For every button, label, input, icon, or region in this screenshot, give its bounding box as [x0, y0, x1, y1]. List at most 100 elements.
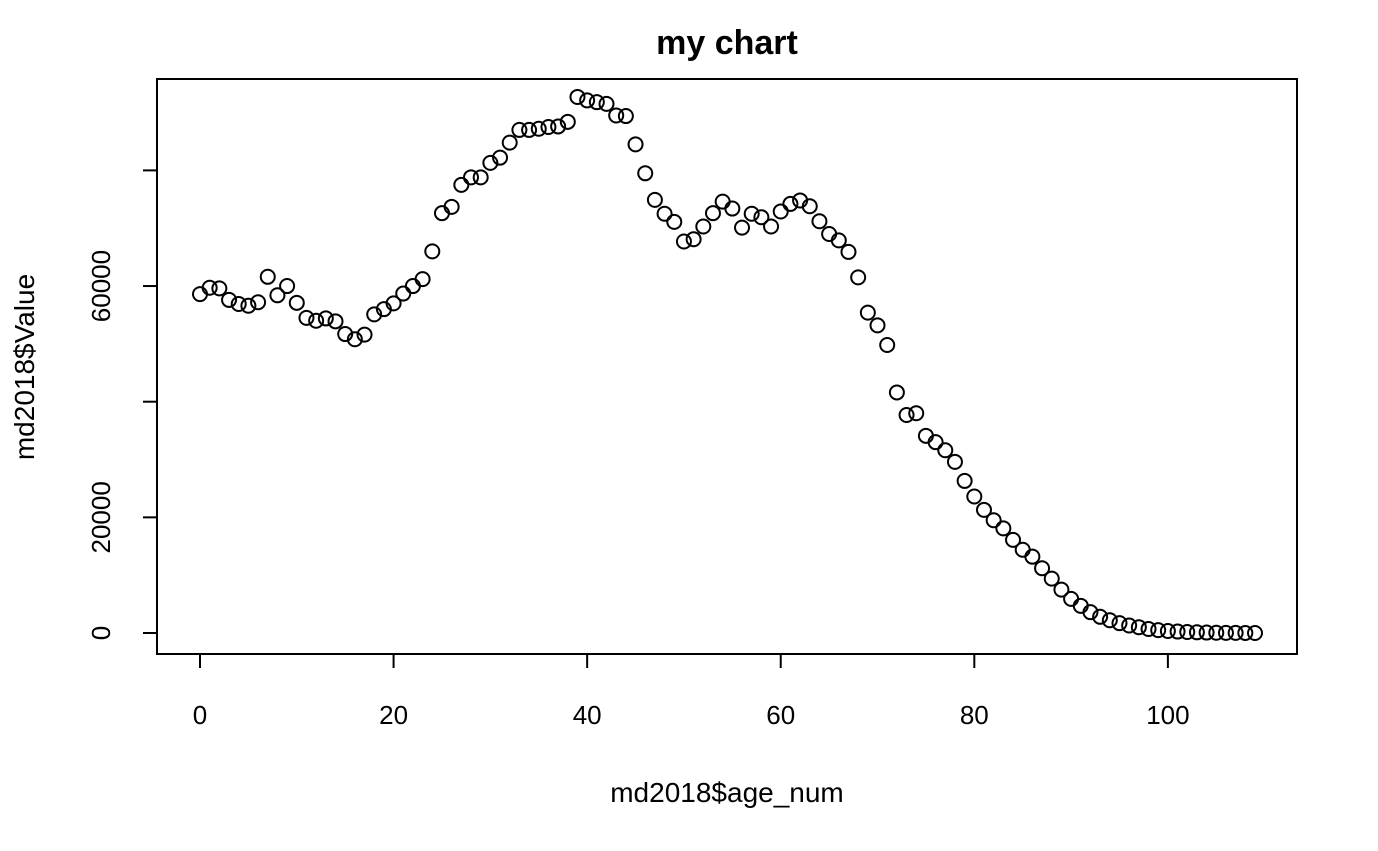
y-axis-label: md2018$Value — [9, 274, 40, 460]
data-point — [1034, 560, 1051, 577]
data-point — [695, 218, 712, 235]
data-point — [240, 297, 257, 314]
data-point — [221, 291, 238, 308]
data-point — [569, 88, 586, 105]
data-point — [888, 384, 905, 401]
data-point — [424, 243, 441, 260]
data-point — [772, 203, 789, 220]
x-tick-label: 0 — [193, 700, 207, 730]
data-point — [763, 218, 780, 235]
data-point — [530, 120, 547, 137]
data-point — [869, 317, 886, 334]
data-point — [327, 313, 344, 330]
data-point — [230, 295, 247, 312]
data-point — [666, 213, 683, 230]
data-point — [830, 232, 847, 249]
x-tick-label: 100 — [1146, 700, 1189, 730]
data-point — [346, 331, 363, 348]
data-point — [840, 243, 857, 260]
data-point — [1140, 620, 1157, 637]
data-point — [927, 434, 944, 451]
x-tick-label: 20 — [379, 700, 408, 730]
data-point — [1053, 581, 1070, 598]
data-point — [704, 205, 721, 222]
data-point — [743, 205, 760, 222]
data-point — [1208, 624, 1225, 641]
data-point — [201, 279, 218, 296]
data-point — [1198, 624, 1215, 641]
data-point — [975, 501, 992, 518]
data-point — [1101, 612, 1118, 629]
data-point — [211, 280, 228, 297]
data-point — [734, 219, 751, 236]
data-point — [404, 278, 421, 295]
data-point — [937, 442, 954, 459]
data-point — [288, 294, 305, 311]
data-point — [1227, 624, 1244, 641]
data-point — [463, 169, 480, 186]
data-point — [627, 136, 644, 153]
data-point — [308, 312, 325, 329]
data-point — [385, 295, 402, 312]
data-point — [443, 198, 460, 215]
data-point — [646, 191, 663, 208]
data-point — [1159, 622, 1176, 639]
x-axis-label: md2018$age_num — [610, 777, 844, 808]
data-point — [550, 118, 567, 135]
data-point — [753, 209, 770, 226]
data-point — [269, 287, 286, 304]
y-axis: 0 20000 60000 — [86, 169, 158, 640]
chart-title: my chart — [656, 24, 798, 62]
data-point — [588, 94, 605, 111]
data-point — [1150, 622, 1167, 639]
data-point — [995, 520, 1012, 537]
data-point — [879, 337, 896, 354]
x-tick-label: 40 — [573, 700, 602, 730]
data-point — [1005, 531, 1022, 548]
data-point — [453, 176, 470, 193]
data-point — [1014, 541, 1031, 558]
data-point — [656, 205, 673, 222]
data-point — [898, 406, 915, 423]
data-point — [801, 198, 818, 215]
y-tick-label: 0 — [86, 626, 116, 640]
data-point — [1130, 619, 1147, 636]
data-point — [724, 200, 741, 217]
data-point — [1063, 590, 1080, 607]
data-point — [1247, 624, 1263, 641]
data-point — [1188, 624, 1205, 641]
data-point — [540, 119, 557, 136]
data-point — [579, 92, 596, 109]
data-point — [1237, 624, 1254, 641]
data-point — [395, 285, 412, 302]
data-point — [850, 269, 867, 286]
data-point — [414, 271, 431, 288]
data-point — [685, 231, 702, 248]
data-point — [811, 213, 828, 230]
data-point — [250, 294, 267, 311]
data-point — [1179, 623, 1196, 640]
data-point — [1024, 548, 1041, 565]
data-point — [908, 405, 925, 422]
data-point — [1169, 623, 1186, 640]
data-point — [482, 154, 499, 171]
data-point — [279, 278, 296, 295]
x-tick-label: 60 — [766, 700, 795, 730]
data-point — [492, 149, 509, 166]
y-tick-label: 20000 — [86, 481, 116, 553]
data-point — [366, 306, 383, 323]
data-point — [782, 195, 799, 212]
data-point — [966, 488, 983, 505]
data-point — [1092, 608, 1109, 625]
x-tick-label: 80 — [960, 700, 989, 730]
data-point — [859, 304, 876, 321]
data-point — [501, 134, 518, 151]
data-point — [608, 107, 625, 124]
y-tick-label: 60000 — [86, 250, 116, 322]
data-point — [259, 268, 276, 285]
data-point — [675, 233, 692, 250]
data-point — [521, 121, 538, 138]
data-point — [1111, 615, 1128, 632]
